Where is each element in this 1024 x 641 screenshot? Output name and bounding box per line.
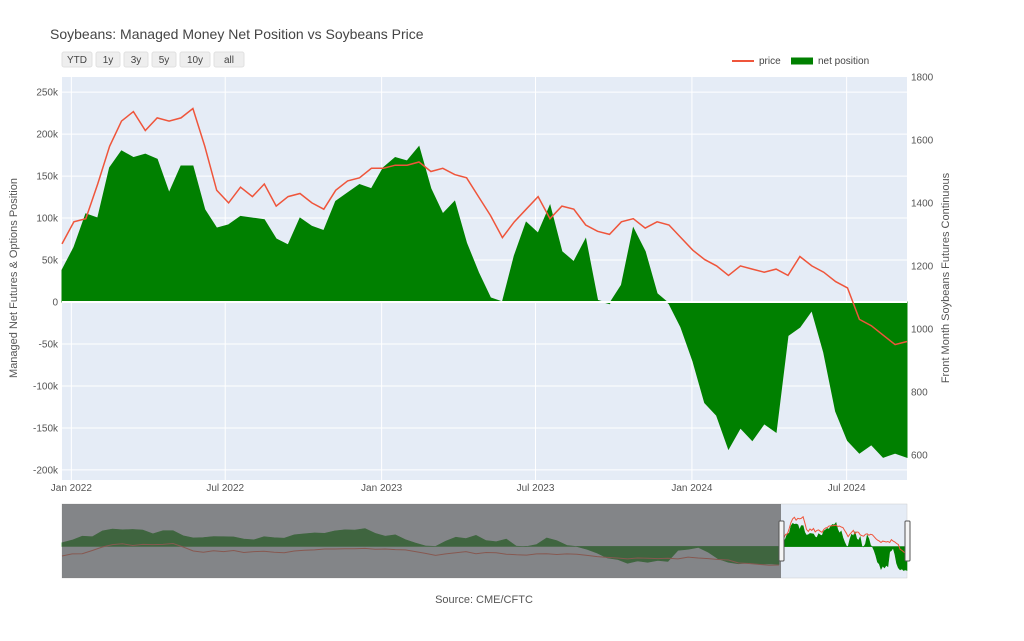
y-right-axis-title: Front Month Soybeans Futures Continuous	[940, 172, 952, 383]
legend-label-price: price	[759, 56, 781, 67]
slider-price-line	[783, 515, 908, 554]
x-tick-label: Jul 2023	[517, 483, 555, 494]
y-left-axis-title: Managed Net Futures & Options Position	[8, 178, 20, 378]
range-button-bg	[123, 51, 149, 68]
range-slider-left-handle[interactable]	[778, 520, 785, 562]
range-button-5y[interactable]: 5y	[151, 51, 177, 68]
price-series	[61, 107, 908, 346]
range-button-label: 5y	[159, 55, 170, 66]
y-right-tick-label: 1600	[911, 135, 934, 146]
y-right-tick-label: 600	[911, 450, 928, 461]
y-left-tick-label: 50k	[42, 256, 59, 267]
x-tick-label: Jan 2024	[671, 483, 713, 494]
left-axis: 250k 200k 150k 100k 50k 0 -50k -100k -150k -200k	[33, 88, 59, 477]
y-left-tick-label: -50k	[39, 339, 59, 350]
y-left-tick-label: -200k	[33, 465, 59, 476]
right-axis: 1800 1600 1400 1200 1000 800 600	[911, 73, 934, 462]
slider-net-position-area	[783, 522, 908, 571]
range-button-10y[interactable]: 10y	[179, 51, 211, 68]
range-button-bg	[151, 51, 177, 68]
range-button-3y[interactable]: 3y	[123, 51, 149, 68]
y-left-tick-label: -150k	[33, 423, 59, 434]
y-right-tick-label: 1200	[911, 261, 934, 272]
range-slider[interactable]	[61, 503, 911, 579]
range-button-label: all	[224, 55, 234, 66]
price-line	[61, 107, 908, 346]
legend-label-net-position: net position	[818, 56, 869, 67]
y-left-tick-label: 200k	[36, 130, 59, 141]
x-tick-label: Jan 2022	[51, 483, 93, 494]
range-button-label: 1y	[103, 55, 114, 66]
range-button-all[interactable]: all	[213, 51, 245, 68]
y-right-tick-label: 1000	[911, 324, 934, 335]
range-button-bg	[179, 51, 211, 68]
y-left-tick-label: 150k	[36, 172, 59, 183]
x-tick-label: Jul 2022	[206, 483, 244, 494]
range-button-label: YTD	[67, 55, 87, 66]
chart-title: Soybeans: Managed Money Net Position vs …	[50, 26, 424, 42]
range-button-label: 3y	[131, 55, 142, 66]
y-left-tick-label: 250k	[36, 88, 59, 99]
legend: price net position	[732, 56, 869, 67]
range-slider-right-handle[interactable]	[904, 520, 911, 562]
x-tick-label: Jan 2023	[361, 483, 403, 494]
y-right-tick-label: 1800	[911, 73, 934, 84]
x-tick-label: Jul 2024	[828, 483, 866, 494]
y-right-tick-label: 1400	[911, 198, 934, 209]
range-button-1y[interactable]: 1y	[95, 51, 121, 68]
range-selector: YTD 1y 3y 5y 10y all	[61, 51, 245, 68]
range-button-label: 10y	[187, 55, 203, 66]
y-left-tick-label: 100k	[36, 214, 59, 225]
y-left-tick-label: 0	[52, 298, 58, 309]
range-button-bg	[95, 51, 121, 68]
y-right-tick-label: 800	[911, 387, 928, 398]
range-button-ytd[interactable]: YTD	[61, 51, 93, 68]
range-button-bg	[213, 51, 245, 68]
source-annotation: Source: CME/CFTC	[435, 594, 533, 606]
range-button-bg	[61, 51, 93, 68]
range-slider-mask	[62, 504, 781, 578]
x-axis: Jan 2022 Jul 2022 Jan 2023 Jul 2023 Jan 2024…	[51, 483, 866, 494]
y-left-tick-label: -100k	[33, 381, 59, 392]
